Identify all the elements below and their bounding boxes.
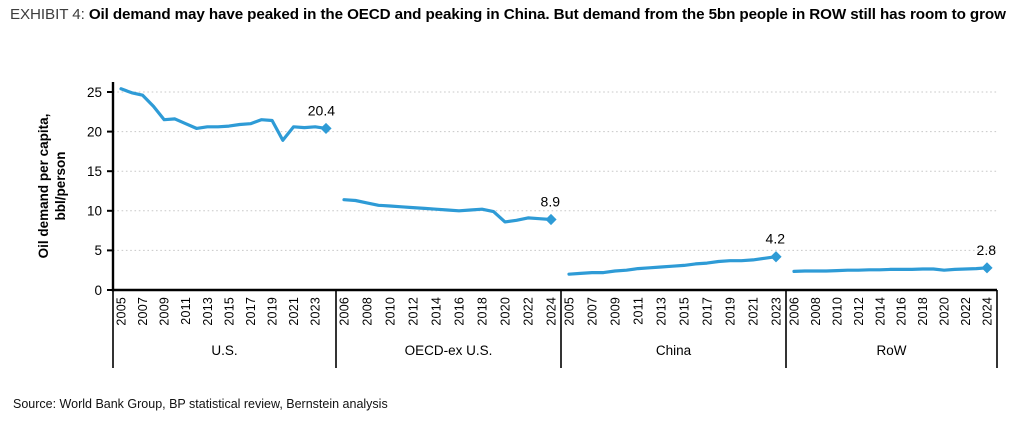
series-line (792, 266, 989, 273)
year-tick-label: 2017 (701, 297, 715, 326)
year-tick-label: 2005 (115, 297, 129, 326)
year-tick-label: 2020 (938, 297, 952, 326)
panel-u-s-: 20.4 2005 2007 2009 2011 2013 2015 2017 2019 2021… (115, 87, 335, 358)
year-tick-label: 2013 (201, 297, 215, 326)
year-tick-label: 2023 (770, 297, 784, 326)
year-tick-label: 2020 (499, 297, 513, 326)
series-line (567, 255, 778, 276)
year-tick-label: 2007 (136, 297, 150, 326)
year-tick-label: 2024 (545, 297, 559, 326)
y-axis-title: Oil demand per capita, bbl/person (36, 114, 68, 259)
year-tick-labels: 2006 2008 2010 2012 2014 2016 2018 2020 2022 2024 (338, 297, 559, 326)
year-tick-label: 2011 (632, 297, 646, 325)
year-tick-label: 2015 (222, 297, 236, 326)
year-tick-label: 2024 (981, 297, 995, 326)
diamond-marker (981, 262, 993, 274)
year-tick-label: 2019 (724, 297, 738, 326)
year-tick-label: 2010 (830, 297, 844, 326)
year-tick-label: 2006 (338, 297, 352, 326)
value-label: 20.4 (308, 102, 335, 118)
year-tick-label: 2022 (959, 297, 973, 326)
series-line (119, 87, 328, 142)
year-tick-label: 2023 (309, 297, 323, 326)
value-label: 2.8 (977, 242, 997, 258)
year-tick-label: 2017 (244, 297, 258, 326)
year-tick-label: 2008 (809, 297, 823, 326)
y-tick-label: 25 (87, 85, 102, 100)
value-label: 8.9 (541, 194, 561, 210)
year-tick-label: 2013 (655, 297, 669, 326)
y-axis: 0 5 10 15 20 25 (87, 82, 115, 298)
diamond-marker (320, 122, 332, 135)
y-tick-label: 5 (94, 243, 102, 258)
year-tick-label: 2012 (407, 297, 421, 326)
panel-label: U.S. (211, 343, 237, 358)
y-tick-label: 0 (94, 283, 102, 298)
year-tick-label: 2014 (873, 297, 887, 326)
y-tick-label: 20 (87, 124, 102, 139)
year-tick-label: 2012 (852, 297, 866, 326)
exhibit-title: EXHIBIT 4: Oil demand may have peaked in… (10, 5, 1012, 26)
y-tick-label: 15 (87, 164, 102, 179)
year-tick-label: 2009 (609, 297, 623, 326)
year-tick-label: 2011 (179, 297, 193, 325)
year-tick-label: 2015 (678, 297, 692, 326)
year-tick-label: 2021 (747, 297, 761, 326)
diamond-marker (545, 213, 557, 226)
diamond-marker (770, 251, 782, 263)
year-tick-label: 2006 (788, 297, 802, 326)
year-tick-label: 2018 (916, 297, 930, 326)
y-axis-title-line: bbl/person (53, 151, 68, 220)
year-tick-label: 2016 (453, 297, 467, 326)
year-tick-label: 2010 (384, 297, 398, 326)
panel-label: RoW (877, 343, 907, 358)
gridlines (113, 91, 997, 251)
year-tick-labels: 2006 2008 2010 2012 2014 2016 2018 2020 2022 2024 (788, 297, 995, 326)
year-tick-label: 2005 (563, 297, 577, 326)
year-tick-label: 2021 (287, 297, 301, 326)
panel-label: OECD-ex U.S. (405, 343, 493, 358)
year-tick-label: 2018 (476, 297, 490, 326)
y-axis-title-line: Oil demand per capita, (36, 114, 51, 259)
year-tick-label: 2014 (430, 297, 444, 326)
panel-label: China (656, 343, 692, 358)
source-note: Source: World Bank Group, BP statistical… (13, 397, 388, 411)
y-tick-label: 10 (87, 204, 102, 219)
exhibit-label: EXHIBIT 4: (10, 6, 85, 23)
year-tick-label: 2008 (361, 297, 375, 326)
year-tick-label: 2007 (586, 297, 600, 326)
year-tick-label: 2016 (895, 297, 909, 326)
title-text: Oil demand may have peaked in the OECD a… (88, 6, 1006, 23)
year-tick-label: 2009 (158, 297, 172, 326)
series-line (342, 198, 553, 224)
year-tick-labels: 2005 2007 2009 2011 2013 2015 2017 2019 2021 2023 (563, 297, 784, 326)
panel-separators (112, 290, 998, 368)
year-tick-label: 2019 (266, 297, 280, 326)
value-label: 4.2 (766, 231, 786, 247)
year-tick-label: 2022 (522, 297, 536, 326)
year-tick-labels: 2005 2007 2009 2011 2013 2015 2017 2019 2021 2023 (115, 297, 323, 326)
